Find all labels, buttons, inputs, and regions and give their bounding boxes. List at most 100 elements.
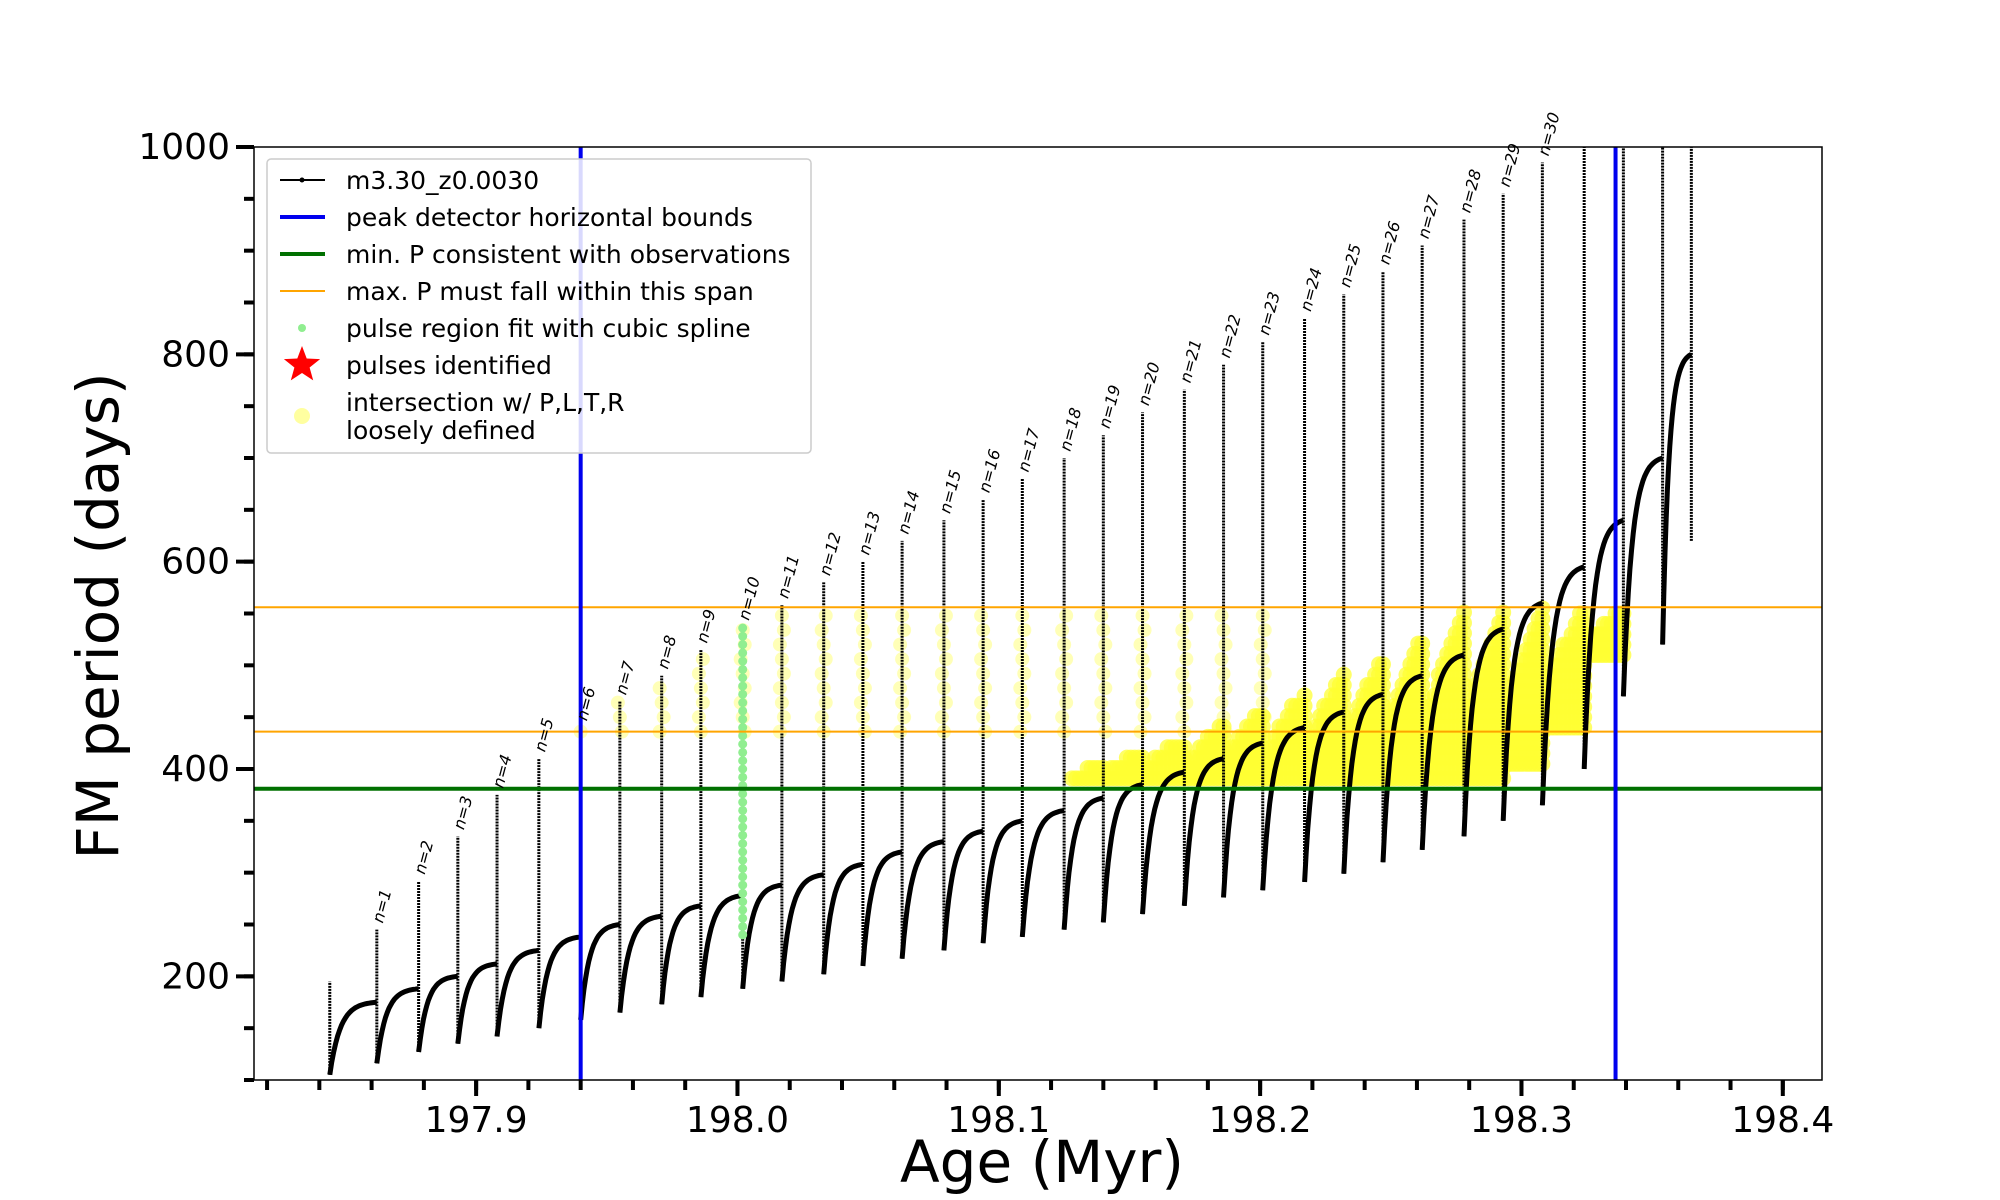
intersection-marker (974, 652, 989, 667)
period-curve-segment (980, 818, 1023, 944)
intersection-marker (1175, 666, 1190, 681)
intersection-marker (776, 666, 791, 681)
intersection-marker (938, 608, 953, 623)
intersection-marker (1179, 652, 1194, 667)
intersection-marker (897, 710, 912, 725)
x-axis: 197.9 198.0 198.1 198.2 198.3 198.4 (265, 1080, 1834, 1141)
intersection-marker (1414, 635, 1431, 652)
intersection-marker (1017, 623, 1032, 638)
spline-fit-point (738, 664, 748, 674)
legend-label: peak detector horizontal bounds (346, 203, 753, 232)
spline-fit-point (738, 872, 748, 882)
intersection-marker (934, 623, 949, 638)
intersection-marker (818, 608, 833, 623)
period-curve (327, 352, 1693, 1076)
intersection-marker (853, 695, 868, 710)
intersection-marker (1133, 637, 1148, 652)
spline-fit-point (738, 689, 748, 699)
y-axis-title: FM period (days) (64, 372, 132, 859)
x-tick-label: 197.9 (425, 1100, 528, 1141)
legend-label: m3.30_z0.0030 (346, 166, 539, 195)
period-curve-segment (1341, 691, 1384, 874)
intersection-marker (1094, 695, 1109, 710)
legend-marker-dot (298, 324, 306, 332)
intersection-marker (1013, 637, 1028, 652)
y-tick-label: 1000 (138, 127, 230, 168)
spline-fit-point (738, 772, 748, 782)
intersection-marker (893, 681, 908, 696)
intersection-marker (1059, 695, 1074, 710)
period-curve-segment (1302, 709, 1345, 883)
intersection-marker (1094, 608, 1109, 623)
spline-fit-point (738, 905, 748, 915)
spline-fit-point (738, 830, 748, 840)
spline-fit-point (738, 805, 748, 815)
spline-fit-point (738, 855, 748, 865)
spline-fit-point (738, 839, 748, 849)
intersection-marker (1098, 637, 1113, 652)
spline-fit-point (738, 797, 748, 807)
spline-fit-point (738, 648, 748, 658)
legend-label: pulse region fit with cubic spline (346, 314, 751, 343)
period-curve-segment (1380, 673, 1423, 863)
intersection-marker (1179, 695, 1194, 710)
intersection-marker (974, 608, 989, 623)
intersection-marker (938, 695, 953, 710)
legend-marker-dot (299, 177, 305, 183)
spline-fit-point (738, 822, 748, 832)
spline-fit-point (738, 681, 748, 691)
spline-fit-point (738, 756, 748, 766)
intersection-marker (934, 666, 949, 681)
period-curve-segment (821, 861, 864, 975)
x-tick-label: 198.0 (686, 1100, 789, 1141)
y-tick-label: 800 (161, 334, 230, 375)
x-axis-title: Age (Myr) (900, 1128, 1184, 1196)
legend-label: max. P must fall within this span (346, 277, 754, 306)
legend-label: pulses identified (346, 351, 552, 380)
intersection-marker (1253, 637, 1268, 652)
period-curve-segment (1100, 782, 1144, 923)
intersection-marker (693, 681, 708, 696)
intersection-marker (1096, 666, 1111, 681)
intersection-marker (855, 710, 870, 725)
intersection-marker (857, 637, 872, 652)
spline-fit-point (738, 739, 748, 749)
x-tick-label: 198.4 (1731, 1100, 1834, 1141)
plot-content (327, 147, 1693, 1076)
intersection-marker (893, 637, 908, 652)
plot-area: n=1n=2n=3n=4n=5n=6n=7n=8n=9n=10 n=11 n=12 n… (253, 110, 1823, 1081)
period-curve-segment (860, 849, 903, 967)
spline-fit-point (738, 673, 748, 683)
intersection-marker (691, 666, 706, 681)
spline-fit-point (738, 897, 748, 907)
intersection-marker (774, 695, 789, 710)
period-curve-segment (1221, 740, 1264, 898)
spline-fit-point (738, 714, 748, 724)
intersection-marker (1098, 681, 1113, 696)
y-tick-label: 600 (161, 542, 230, 583)
y-tick-label: 200 (161, 956, 230, 997)
intersection-marker (1137, 710, 1152, 725)
period-curve-segment (1260, 725, 1306, 891)
spline-fit-point (738, 930, 748, 940)
intersection-marker (1218, 637, 1233, 652)
spline-fit-point (738, 731, 748, 741)
legend-label: intersection w/ P,L,T,R (346, 388, 625, 417)
intersection-marker (974, 695, 989, 710)
spline-fit-point (738, 789, 748, 799)
intersection-marker (976, 666, 991, 681)
intersection-marker (1055, 666, 1070, 681)
intersection-marker (776, 623, 791, 638)
x-tick-label: 198.3 (1470, 1100, 1573, 1141)
intersection-marker (855, 623, 870, 638)
intersection-marker (1257, 623, 1272, 638)
spline-fit-point (738, 640, 748, 650)
spline-fit-point (738, 698, 748, 708)
intersection-marker (695, 652, 710, 667)
x-tick-label: 198.2 (1209, 1100, 1312, 1141)
intersection-marker (818, 652, 833, 667)
spline-fit-point (738, 880, 748, 890)
period-curve-segment (1419, 652, 1465, 851)
